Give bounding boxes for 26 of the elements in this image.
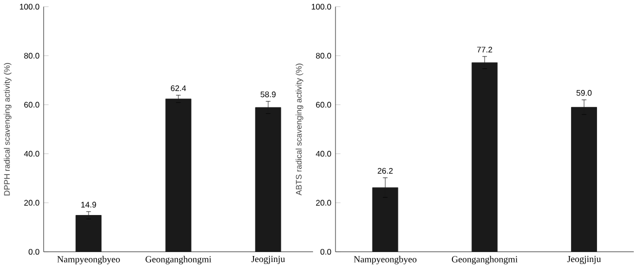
y-tick-label: 60.0: [24, 102, 40, 108]
y-tick-label: 100.0: [312, 4, 332, 10]
y-tick-label: 80.0: [316, 52, 332, 59]
data-label: 58.9: [260, 91, 276, 98]
x-tick-label: Jeogjinju: [567, 256, 601, 264]
x-tick-label: Jeogjinju: [251, 256, 285, 264]
y-tick-label: 60.0: [316, 102, 332, 108]
y-axis-title: DPPH radical scavenging activity (%): [4, 62, 12, 196]
y-tick-label: 80.0: [24, 52, 40, 59]
x-tick-label: Nampyeongbyeo: [57, 256, 120, 264]
y-tick-label: 40.0: [24, 150, 40, 157]
data-label: 14.9: [81, 202, 96, 208]
y-tick-label: 0.0: [320, 248, 332, 255]
data-label: 26.2: [378, 168, 393, 174]
y-tick-label: 40.0: [316, 150, 332, 157]
y-tick-label: 100.0: [20, 4, 40, 10]
y-tick-label: 0.0: [28, 248, 40, 255]
y-tick-label: 20.0: [316, 200, 332, 206]
x-tick-label: Geonganghongmi: [146, 256, 212, 264]
data-label: 59.0: [576, 90, 592, 96]
x-tick-label: Geonganghongmi: [452, 256, 518, 264]
x-tick-label: Nampyeongbyeo: [354, 256, 416, 264]
y-axis-title: ABTS radical scavenging activity (%): [296, 64, 304, 196]
data-label: 62.4: [170, 85, 186, 92]
y-tick-label: 20.0: [24, 200, 40, 206]
data-label: 77.2: [477, 46, 492, 52]
